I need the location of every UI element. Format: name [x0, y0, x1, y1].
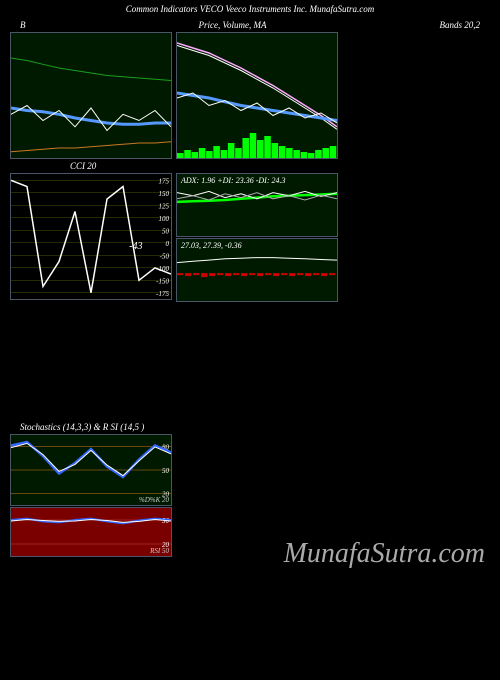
svg-text:150: 150: [159, 190, 170, 198]
svg-text:50: 50: [162, 467, 170, 475]
label-cci: CCI 20: [70, 161, 96, 173]
svg-text:175: 175: [159, 177, 170, 185]
row3-labels: Stochastics (14,3,3) & R SI (14,5 ): [0, 422, 500, 434]
label-bands: Bands 20,2: [439, 20, 480, 32]
panel-adx: ADX: 1.96 +DI: 23.36 -DI: 24.3: [176, 173, 338, 237]
svg-text:100: 100: [159, 215, 170, 223]
macd-label: 27.03, 27.39, -0.36: [181, 241, 242, 250]
svg-text:-43: -43: [129, 241, 142, 252]
panel-price-volume: [176, 32, 338, 159]
panel-rsi: 5020RSI 50: [10, 507, 172, 557]
page-title: Common Indicators VECO Veeco Instruments…: [0, 0, 500, 18]
svg-text:0: 0: [166, 240, 170, 248]
svg-text:50: 50: [162, 227, 170, 235]
label-stochastics-rsi: Stochastics (14,3,3) & R SI (14,5 ): [20, 422, 144, 432]
adx-label: ADX: 1.96 +DI: 23.36 -DI: 24.3: [181, 176, 286, 185]
panel-adx-macd-stack: ADX: 1.96 +DI: 23.36 -DI: 24.3 27.03, 27…: [176, 173, 338, 302]
svg-text:-50: -50: [160, 252, 170, 260]
row1-labels: B Price, Volume, MA Bands 20,2: [0, 18, 500, 32]
row2: 175150125100500-50-100-150-175-43 ADX: 1…: [0, 173, 500, 302]
label-b: B: [20, 20, 26, 32]
row3: 805020%D%K 20 5020RSI 50: [0, 434, 500, 557]
panel-stochastics: 805020%D%K 20: [10, 434, 172, 506]
label-price-ma: Price, Volume, MA: [199, 20, 267, 32]
row1: [0, 32, 500, 159]
panel-macd: 27.03, 27.39, -0.36: [176, 238, 338, 302]
svg-text:-175: -175: [156, 290, 169, 298]
spacer: [0, 302, 500, 422]
svg-text:RSI 50: RSI 50: [149, 547, 169, 555]
svg-text:125: 125: [159, 202, 170, 210]
svg-text:-150: -150: [156, 277, 169, 285]
panel-bollinger: [10, 32, 172, 159]
panel-cci: 175150125100500-50-100-150-175-43: [10, 173, 172, 300]
svg-text:%D%K 20: %D%K 20: [139, 496, 170, 504]
row2-labels: CCI 20: [0, 159, 500, 173]
